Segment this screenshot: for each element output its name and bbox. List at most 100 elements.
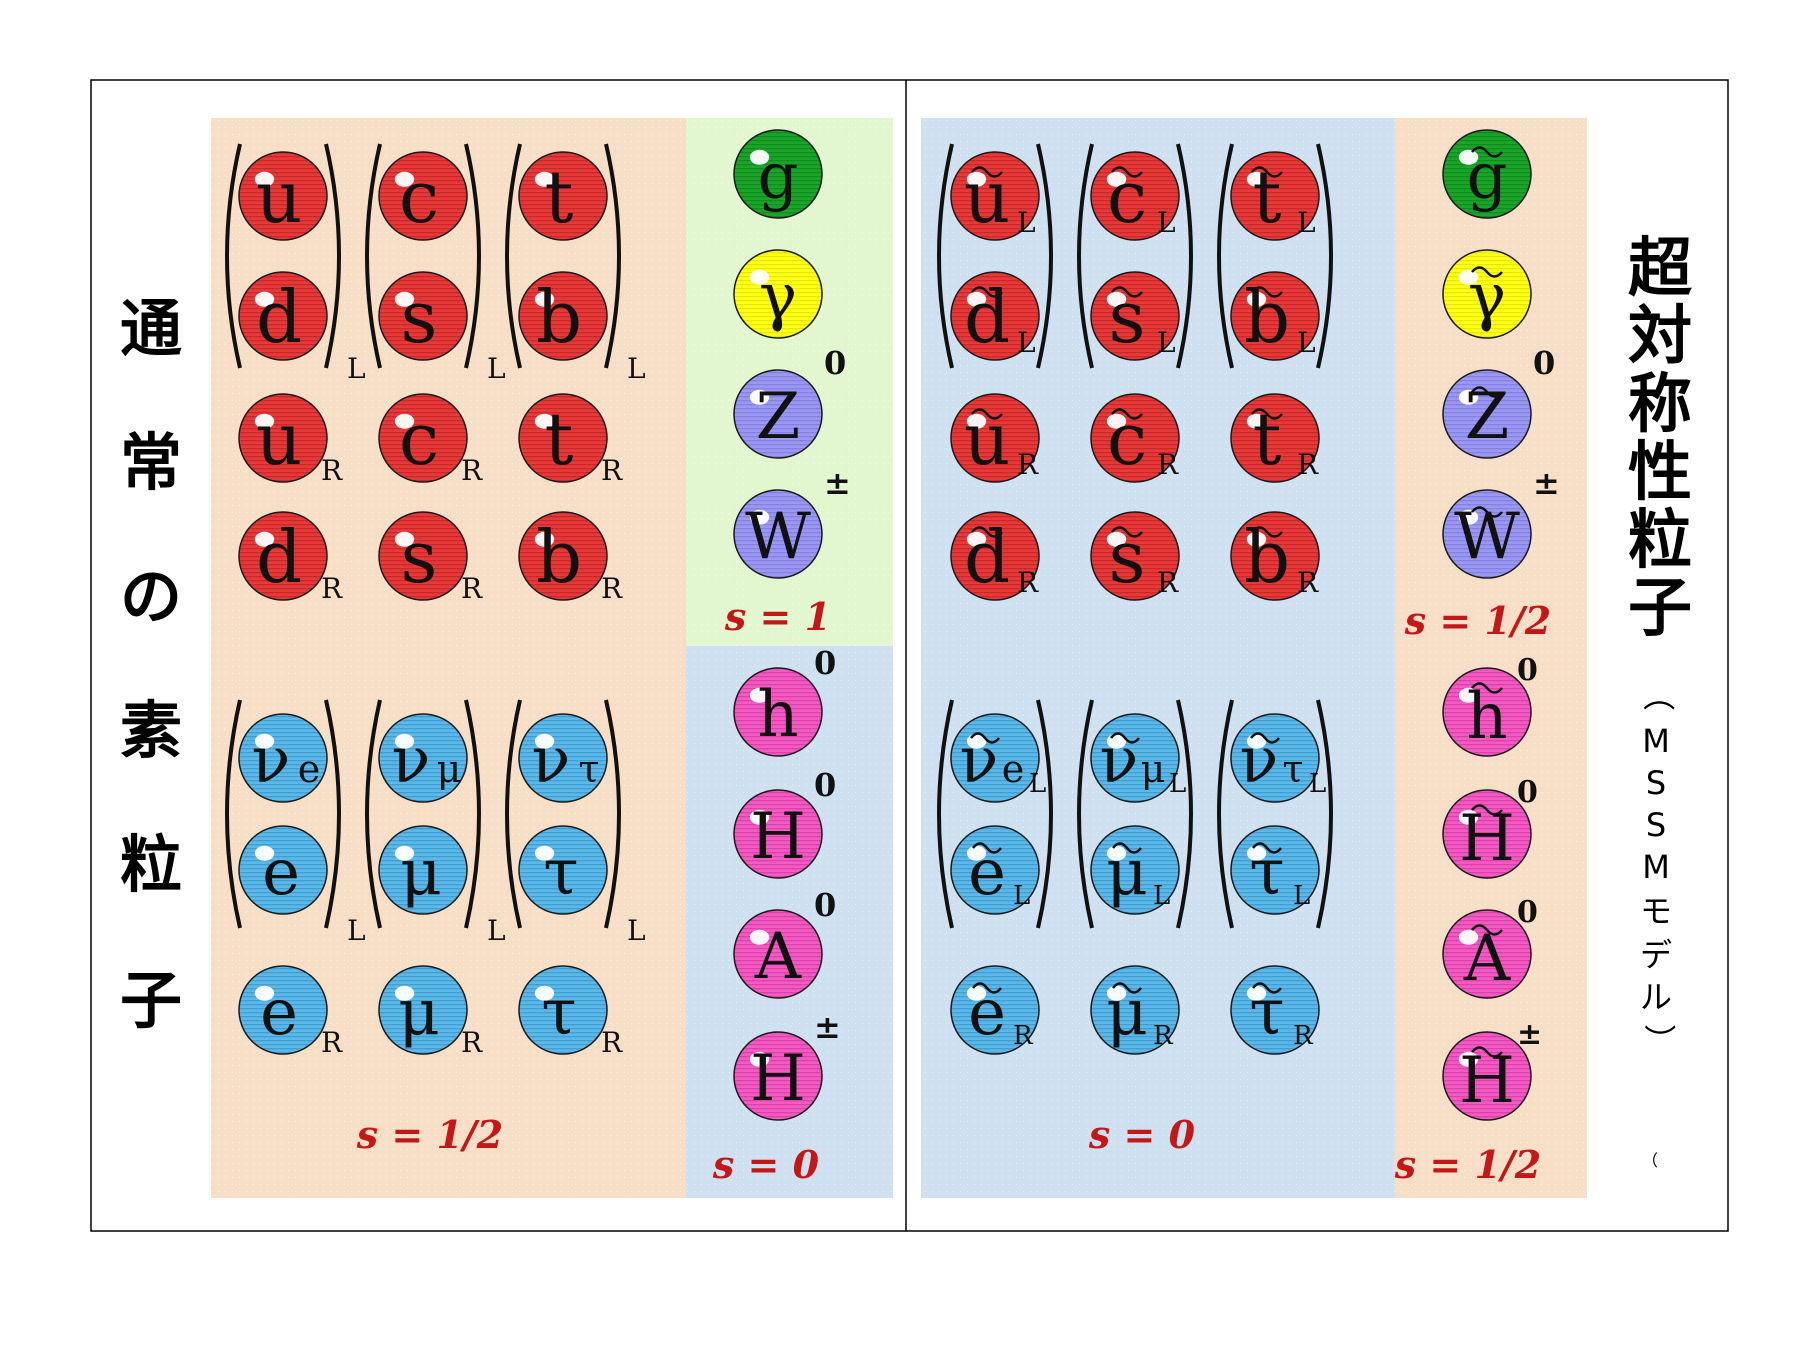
highlight	[749, 929, 770, 945]
sparticle-subscript: L	[1309, 769, 1326, 799]
tilde-mark	[1250, 732, 1280, 744]
sparticle-flavor: e	[1002, 747, 1025, 791]
sparticle-subscript: R	[1017, 448, 1039, 481]
particle-subscript: R	[601, 572, 623, 605]
tilde-mark	[1110, 732, 1140, 744]
sparticle-subscript: L	[1013, 881, 1030, 911]
sparticle-subscript: L	[1153, 881, 1170, 911]
particle-subscript: R	[601, 1026, 623, 1059]
sparticle-symbol: h	[1466, 680, 1507, 754]
sparticle-superscript: 0	[1517, 775, 1538, 810]
susy-title: 超 対 称 性 粒 子	[1628, 232, 1693, 646]
particle-c	[378, 151, 468, 241]
tilde-mark	[1471, 924, 1503, 936]
highlight	[966, 531, 987, 547]
susy-subtitle-char: S	[1646, 764, 1666, 802]
bracket-left	[1077, 143, 1094, 369]
sparticle-superscript: 0	[1533, 344, 1555, 382]
sparticle-subscript: R	[1157, 448, 1179, 481]
particle-symbol: u	[256, 397, 302, 481]
sparticle-symbol: ν	[1100, 724, 1139, 798]
gaugino-W	[1442, 489, 1532, 579]
highlight	[394, 845, 415, 861]
particle-subscript: R	[321, 572, 343, 605]
sm-title-char: 素	[120, 694, 182, 767]
tilde-mark	[1471, 146, 1503, 158]
particle-symbol: τ	[543, 836, 578, 910]
highlight	[1246, 291, 1267, 307]
highlight	[966, 171, 987, 187]
highlight	[966, 413, 987, 429]
susy-subtitle-char: モ	[1640, 892, 1672, 930]
particle-subscript: R	[321, 1026, 343, 1059]
particle-flavor: e	[298, 747, 321, 791]
bracket-left	[505, 143, 522, 369]
bracket-left	[937, 143, 954, 369]
particle-symbol: h	[757, 678, 798, 752]
sparticle-subscript: R	[1153, 1021, 1174, 1051]
particle-symbol: d	[256, 275, 302, 359]
sparticle-symbol: t	[1253, 155, 1282, 239]
bracket-right	[464, 699, 481, 929]
bracket-right	[1316, 143, 1333, 369]
particle-d-R	[238, 511, 328, 601]
sparticle-subscript: L	[1297, 326, 1316, 359]
highlight	[254, 291, 275, 307]
particle-symbol: s	[401, 275, 438, 359]
highlight	[394, 413, 415, 429]
susy-subtitle-char: M	[1642, 722, 1670, 760]
highlight	[1246, 531, 1267, 547]
highlight	[1106, 531, 1127, 547]
particle-subscript: R	[461, 572, 483, 605]
bracket-right	[324, 699, 341, 929]
bracket-right	[464, 143, 481, 369]
tilde-mark	[1251, 408, 1283, 420]
boson-Z	[733, 369, 823, 459]
tilde-mark	[1471, 266, 1503, 278]
particle-superscript: 0	[814, 886, 836, 924]
particle-symbol: g	[758, 140, 799, 214]
highlight	[1106, 413, 1127, 429]
highlight	[394, 531, 415, 547]
higgsino-A	[1442, 909, 1532, 999]
highlight	[1458, 687, 1479, 703]
tilde-mark	[1471, 506, 1503, 518]
susy-title-char: 粒	[1628, 504, 1692, 578]
tilde-mark	[971, 526, 1003, 538]
bracket-layer	[225, 143, 1333, 929]
highlight	[749, 269, 770, 285]
particle-s-R	[378, 511, 468, 601]
gaugino-Z	[1442, 369, 1532, 459]
sparticle-symbol: H	[1459, 802, 1515, 876]
bracket-right	[1176, 143, 1193, 369]
susy-title-char: 超	[1628, 232, 1693, 306]
sparticle-symbol: g	[1467, 140, 1508, 214]
bracket-left	[1217, 143, 1234, 369]
highlight	[749, 509, 770, 525]
susy-subtitle-char: （	[1639, 679, 1677, 711]
highlight	[1106, 291, 1127, 307]
sparticle-symbol: c	[1107, 155, 1147, 239]
highlight	[749, 1051, 770, 1067]
higgs-H	[733, 1031, 823, 1121]
doublet-subscript: L	[347, 352, 366, 385]
sparticle-symbol: A	[1463, 922, 1511, 996]
highlight	[966, 845, 987, 861]
highlight	[534, 413, 555, 429]
tilde-mark	[1471, 804, 1503, 816]
sparticle-subscript: L	[1169, 769, 1186, 799]
highlight	[534, 171, 555, 187]
particle-u-R	[238, 393, 328, 483]
sparticle-symbol: c	[1107, 397, 1147, 481]
sparticle-u-L	[950, 151, 1040, 241]
particle-symbol: c	[399, 155, 439, 239]
highlight	[254, 733, 275, 749]
tilde-mark	[972, 982, 1002, 994]
sparticle-symbol: H	[1459, 1044, 1515, 1118]
particle-τ-R	[518, 965, 608, 1055]
sparticle-subscript: R	[1297, 566, 1319, 599]
susy-title-char: 子	[1628, 572, 1692, 646]
bracket-right	[1036, 143, 1053, 369]
